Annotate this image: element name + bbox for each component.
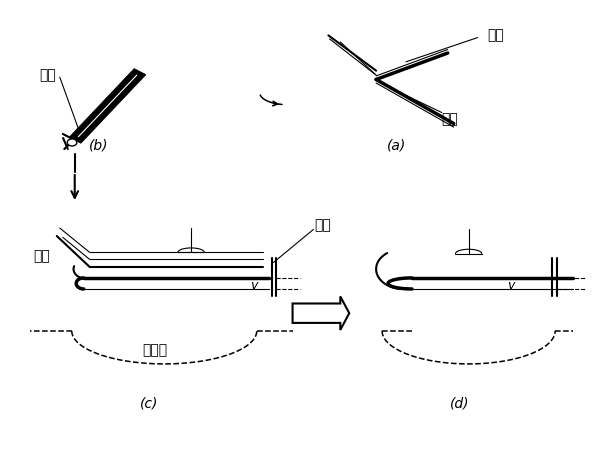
Text: 吸盘: 吸盘 (442, 112, 459, 126)
Text: (a): (a) (387, 139, 407, 153)
Text: 纸盒: 纸盒 (487, 28, 504, 42)
Text: (d): (d) (450, 396, 470, 410)
Text: v: v (250, 279, 258, 292)
Text: (c): (c) (140, 396, 158, 410)
Polygon shape (69, 68, 146, 143)
Text: 挡块: 挡块 (39, 68, 55, 82)
Text: 挡板: 挡板 (314, 218, 331, 232)
Text: (b): (b) (89, 139, 108, 153)
Text: v: v (507, 279, 514, 292)
Text: 传送带: 传送带 (143, 344, 168, 358)
Circle shape (67, 139, 77, 146)
Text: 卡板: 卡板 (33, 249, 50, 263)
Polygon shape (292, 297, 349, 330)
